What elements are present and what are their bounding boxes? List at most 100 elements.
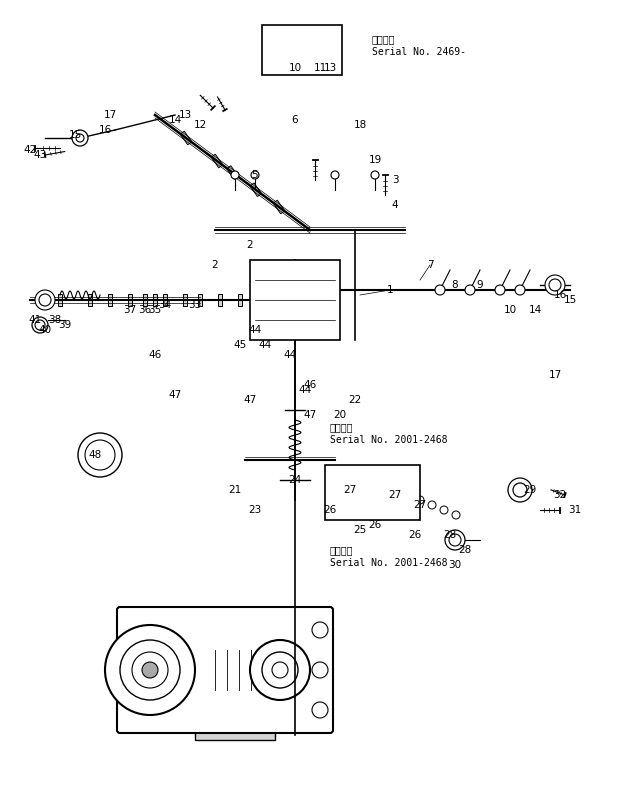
- Text: 29: 29: [523, 485, 536, 495]
- Bar: [273, 200, 285, 214]
- Text: 3: 3: [392, 175, 398, 185]
- Text: 9: 9: [476, 280, 483, 290]
- Text: 23: 23: [249, 505, 262, 515]
- Text: 40: 40: [38, 325, 51, 335]
- Text: 32: 32: [553, 490, 567, 500]
- Text: 1: 1: [387, 285, 393, 295]
- Text: 45: 45: [233, 340, 247, 350]
- Text: 12: 12: [193, 120, 207, 130]
- Circle shape: [279, 49, 291, 61]
- Text: 37: 37: [123, 305, 136, 315]
- Text: 26: 26: [408, 530, 422, 540]
- Text: 14: 14: [168, 115, 182, 125]
- Text: 27: 27: [344, 485, 357, 495]
- Text: 27: 27: [388, 490, 402, 500]
- Bar: [238, 294, 242, 306]
- Circle shape: [32, 317, 48, 333]
- Circle shape: [549, 279, 561, 291]
- Bar: [227, 166, 239, 179]
- Circle shape: [312, 622, 328, 638]
- Text: 10: 10: [503, 305, 516, 315]
- Circle shape: [76, 134, 84, 142]
- Circle shape: [465, 285, 475, 295]
- Text: Serial No. 2001-2468: Serial No. 2001-2468: [330, 558, 448, 568]
- Text: 30: 30: [448, 560, 461, 570]
- Text: 5: 5: [252, 170, 259, 180]
- Circle shape: [310, 295, 320, 305]
- Circle shape: [287, 292, 303, 308]
- Circle shape: [495, 285, 505, 295]
- Text: 44: 44: [299, 385, 312, 395]
- Circle shape: [262, 652, 298, 688]
- Bar: [183, 294, 187, 306]
- Bar: [262, 25, 342, 75]
- Circle shape: [270, 295, 280, 305]
- Circle shape: [312, 702, 328, 718]
- Text: 41: 41: [28, 315, 41, 325]
- Bar: [265, 625, 295, 655]
- Circle shape: [331, 171, 339, 179]
- Bar: [128, 294, 132, 306]
- Bar: [215, 635, 275, 705]
- Circle shape: [440, 506, 448, 514]
- Text: 適用号機: 適用号機: [330, 545, 354, 555]
- Text: 24: 24: [289, 475, 302, 485]
- Text: 2: 2: [247, 240, 254, 250]
- Circle shape: [282, 52, 288, 58]
- Circle shape: [231, 171, 239, 179]
- Circle shape: [339, 489, 351, 501]
- Text: 適用号機: 適用号機: [372, 34, 396, 44]
- Text: 38: 38: [48, 315, 61, 325]
- Text: 適用号機: 適用号機: [330, 422, 354, 432]
- Text: 36: 36: [138, 305, 151, 315]
- Text: 16: 16: [98, 125, 111, 135]
- Text: 33: 33: [188, 300, 202, 310]
- Text: 47: 47: [244, 395, 257, 405]
- Circle shape: [35, 290, 55, 310]
- Text: 28: 28: [458, 545, 471, 555]
- Text: 2: 2: [212, 260, 218, 270]
- Circle shape: [251, 171, 259, 179]
- Text: 26: 26: [324, 505, 337, 515]
- Bar: [195, 730, 275, 740]
- Text: 42: 42: [23, 145, 37, 155]
- Circle shape: [435, 285, 445, 295]
- Circle shape: [39, 294, 51, 306]
- Text: 46: 46: [304, 380, 317, 390]
- Text: 44: 44: [284, 350, 297, 360]
- Text: 7: 7: [427, 260, 433, 270]
- Circle shape: [35, 320, 45, 330]
- Text: 10: 10: [289, 63, 302, 73]
- Bar: [180, 131, 192, 145]
- Text: 43: 43: [33, 150, 46, 160]
- Text: 21: 21: [228, 485, 242, 495]
- FancyBboxPatch shape: [117, 607, 333, 733]
- Text: 44: 44: [259, 340, 272, 350]
- Text: Serial No. 2469-: Serial No. 2469-: [372, 47, 466, 57]
- Bar: [108, 294, 112, 306]
- Text: 47: 47: [304, 410, 317, 420]
- Bar: [153, 294, 157, 306]
- Bar: [163, 294, 167, 306]
- Circle shape: [445, 530, 465, 550]
- Circle shape: [85, 440, 115, 470]
- Circle shape: [371, 171, 379, 179]
- Text: 20: 20: [334, 410, 347, 420]
- Circle shape: [72, 130, 88, 146]
- Bar: [325, 465, 420, 520]
- Circle shape: [515, 285, 525, 295]
- Circle shape: [508, 478, 532, 502]
- Text: 8: 8: [452, 280, 458, 290]
- Circle shape: [289, 264, 301, 276]
- Circle shape: [369, 489, 381, 501]
- Circle shape: [513, 483, 527, 497]
- Circle shape: [452, 511, 460, 519]
- Circle shape: [78, 433, 122, 477]
- Text: 15: 15: [563, 295, 577, 305]
- Text: 22: 22: [349, 395, 362, 405]
- Bar: [88, 294, 92, 306]
- FancyBboxPatch shape: [250, 260, 340, 340]
- Circle shape: [142, 662, 158, 678]
- Bar: [198, 294, 202, 306]
- Circle shape: [120, 640, 180, 700]
